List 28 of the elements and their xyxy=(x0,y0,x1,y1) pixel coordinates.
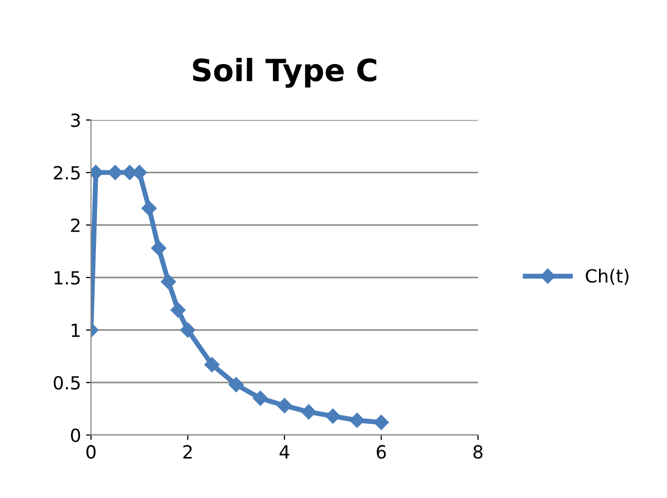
point xyxy=(108,164,123,180)
point xyxy=(180,322,196,338)
point xyxy=(151,240,166,256)
y-tick-label: 1 xyxy=(72,324,80,337)
point xyxy=(374,414,389,430)
point xyxy=(301,404,316,420)
y-tick-label: 1.5 xyxy=(54,271,80,285)
chart-title: Soil Type C xyxy=(193,58,376,88)
y-tick-label: 2 xyxy=(71,218,80,232)
y-tick-label: 2.5 xyxy=(54,166,80,180)
point xyxy=(349,412,365,428)
point xyxy=(204,357,220,372)
x-tick-label: 2 xyxy=(183,445,192,458)
legend-label: Ch(t) xyxy=(586,268,628,285)
x-tick-label: 4 xyxy=(280,445,290,458)
point xyxy=(228,377,244,392)
y-tick-label: 3 xyxy=(71,113,80,128)
y-tick-label: 0 xyxy=(70,428,80,442)
x-tick-label: 8 xyxy=(473,445,483,459)
y-tick-label: 0.5 xyxy=(54,376,80,390)
point xyxy=(276,398,292,414)
x-tick-label: 0 xyxy=(86,445,96,459)
point xyxy=(160,274,176,290)
x-tick-label: 6 xyxy=(376,445,386,459)
point xyxy=(252,390,268,406)
point xyxy=(170,302,186,318)
point xyxy=(325,408,340,424)
point xyxy=(141,200,157,216)
